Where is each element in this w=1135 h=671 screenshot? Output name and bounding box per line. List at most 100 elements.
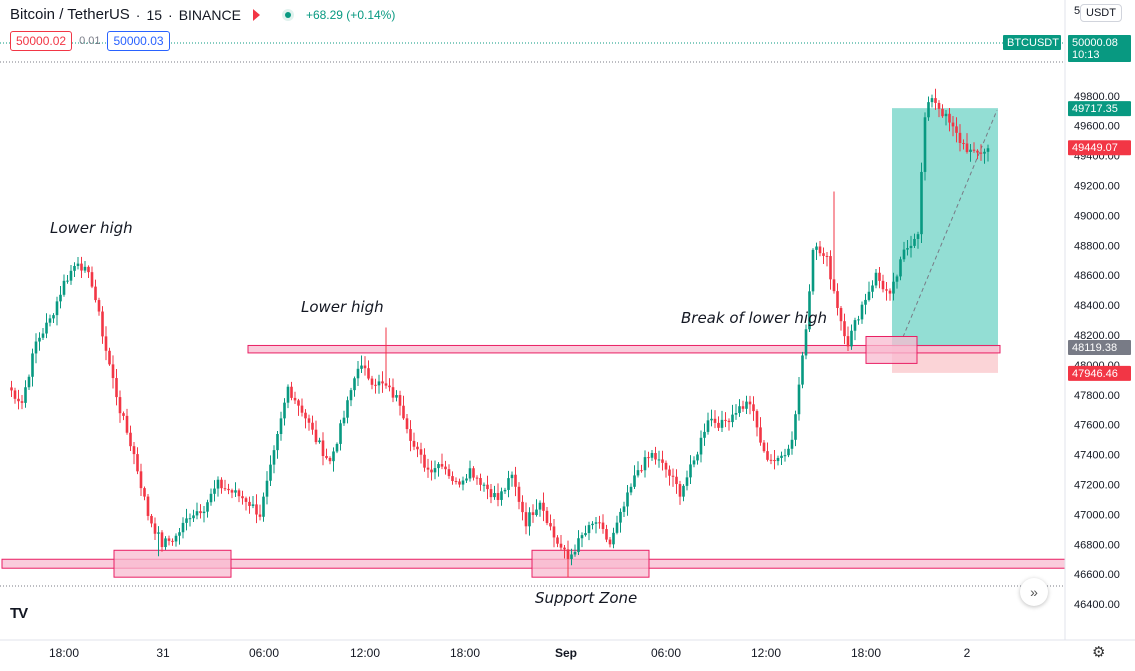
candle	[153, 523, 157, 534]
candle	[458, 481, 461, 485]
candle	[402, 405, 405, 419]
sell-button[interactable]: 50000.02	[10, 31, 73, 51]
candle	[913, 238, 916, 246]
candle	[531, 512, 535, 516]
candle	[577, 538, 580, 553]
price-tick-label: 5	[1074, 5, 1080, 17]
candle	[724, 419, 727, 421]
candle	[314, 429, 318, 443]
candle	[916, 234, 920, 239]
candle	[370, 378, 374, 385]
price-tick-label: 47800.00	[1074, 390, 1120, 402]
currency-button[interactable]: USDT	[1080, 4, 1122, 22]
candle	[500, 491, 503, 500]
candle	[545, 510, 549, 524]
tradingview-logo-icon[interactable]: TV	[10, 605, 28, 622]
symbol-name[interactable]: Bitcoin / TetherUS	[10, 6, 130, 23]
candle	[234, 490, 237, 493]
annotation-label: Lower high	[301, 298, 384, 316]
interval[interactable]: 15	[146, 6, 163, 23]
candle	[773, 459, 776, 462]
candle	[636, 470, 640, 476]
candle	[94, 286, 97, 301]
current-price-tag-text: 49449.07	[1072, 142, 1118, 154]
candle	[202, 511, 206, 514]
candle	[703, 431, 706, 438]
candle	[391, 387, 395, 398]
candle	[594, 522, 598, 524]
candle	[909, 245, 913, 249]
candle	[73, 265, 76, 271]
candle	[451, 476, 454, 482]
red-flag-icon[interactable]	[252, 8, 260, 21]
price-tick-label: 48800.00	[1074, 240, 1120, 252]
candle	[395, 395, 398, 398]
candle	[213, 488, 216, 494]
candle	[430, 469, 433, 473]
candle	[650, 453, 654, 458]
candle	[496, 493, 500, 500]
candle	[983, 151, 986, 154]
buy-button[interactable]: 50000.03	[107, 31, 170, 51]
target-price-tag	[1068, 101, 1131, 117]
candle	[902, 249, 906, 260]
candle	[76, 263, 80, 266]
time-tick-label: Sep	[555, 646, 577, 660]
price-tick-label: 49600.00	[1074, 121, 1120, 133]
candle	[867, 291, 871, 300]
candle	[699, 437, 703, 455]
candle	[335, 443, 339, 452]
candle	[843, 321, 846, 337]
candle	[542, 502, 545, 511]
candle	[930, 98, 934, 103]
last-price-tag	[1068, 35, 1131, 62]
candle	[797, 384, 801, 415]
candle	[342, 417, 346, 424]
candle	[10, 387, 13, 391]
candle	[59, 294, 62, 302]
candle	[241, 496, 244, 499]
candle	[87, 266, 90, 273]
candle	[752, 404, 755, 412]
candle	[923, 117, 927, 172]
candle	[174, 535, 178, 542]
candle	[325, 456, 328, 458]
candle	[958, 132, 962, 143]
candle	[423, 454, 426, 468]
candle	[972, 149, 976, 151]
candle	[563, 547, 566, 550]
candle	[248, 501, 251, 506]
candle	[13, 390, 17, 399]
candle	[454, 481, 458, 483]
time-tick-label: 12:00	[751, 646, 781, 660]
time-tick-label: 06:00	[249, 646, 279, 660]
annotation-label: Lower high	[50, 219, 133, 237]
candle	[801, 355, 804, 385]
candle	[416, 446, 419, 450]
candle	[199, 511, 202, 514]
candle	[90, 272, 94, 287]
gear-icon[interactable]: ⚙	[1092, 644, 1106, 661]
candle	[223, 488, 227, 490]
spread-value: 0.01	[79, 35, 101, 47]
candle	[976, 150, 979, 153]
candle	[591, 523, 594, 526]
candle	[685, 477, 689, 486]
candle	[178, 532, 181, 536]
candle	[615, 522, 619, 533]
symbol-header[interactable]: Bitcoin / TetherUS · 15 · BINANCE +68.29…	[10, 6, 395, 23]
double-chevron-right-icon[interactable]: »	[1020, 578, 1048, 606]
candle	[720, 419, 724, 428]
candle	[510, 474, 514, 479]
candle	[426, 467, 430, 470]
candle	[664, 462, 668, 470]
candle	[160, 532, 164, 548]
candle	[290, 386, 293, 398]
candle	[363, 365, 367, 369]
candle	[412, 440, 416, 447]
candle	[304, 412, 307, 419]
price-tick-label: 48600.00	[1074, 270, 1120, 282]
candle	[906, 248, 909, 250]
candle	[780, 455, 783, 458]
